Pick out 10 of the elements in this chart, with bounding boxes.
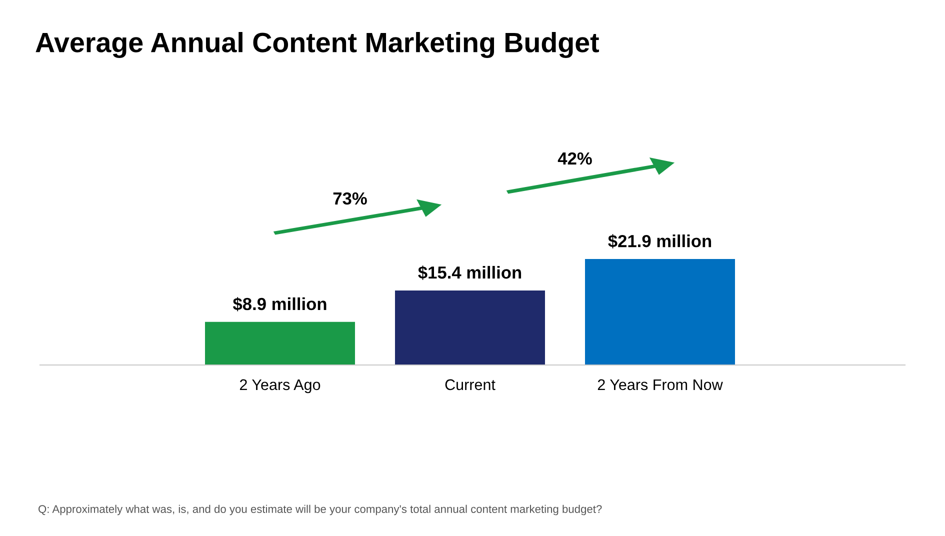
x-tick-label: Current (445, 379, 496, 390)
text: Q: Approximately what was, is, and do you estimate will be your company's total annual content marketing budget? (38, 504, 602, 516)
data-label: $8.9 million (232, 297, 326, 312)
data-label: $15.4 million (418, 266, 522, 280)
data-label: $21.9 million (608, 234, 712, 248)
text: 42% (558, 152, 592, 165)
x-tick-label: 2 Years Ago (240, 379, 320, 394)
text: 73% (333, 192, 367, 205)
chart-title: Average Annual Content Marketing Budget (36, 32, 599, 58)
x-tick-label: 2 Years From Now (598, 379, 723, 390)
